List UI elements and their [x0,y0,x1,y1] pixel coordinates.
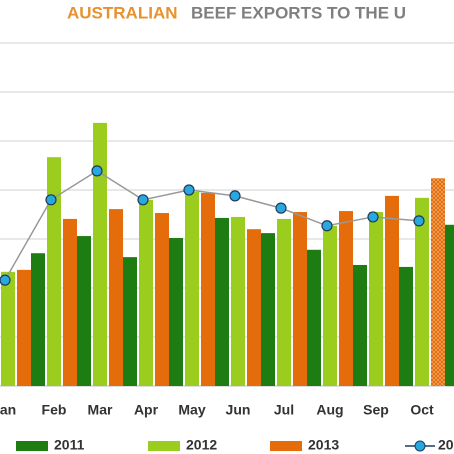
bar [215,217,229,386]
line [4,170,420,281]
bar [353,264,367,386]
marker [367,211,379,223]
bar [77,236,91,386]
marker [275,202,287,214]
bar [277,218,291,386]
x-tick-label: May [178,402,205,418]
x-tick-label: Aug [316,402,343,418]
legend-label: 2012 [186,437,217,453]
marker [229,190,241,202]
x-tick-label: Jun [226,402,251,418]
chart-title: AUSTRALIAN [67,3,178,22]
bar [323,225,337,386]
bar [1,271,15,386]
bar [47,157,61,386]
bar [155,213,169,386]
bar [293,212,307,386]
bar [415,197,429,386]
x-tick-label: Jul [274,402,294,418]
bar [109,209,123,386]
legend-label: 2013 [308,437,339,453]
bar [399,266,413,386]
bar [123,257,137,386]
bar [231,216,245,386]
x-tick-label: an [0,402,16,418]
bar [139,199,153,386]
legend-swatch [148,441,180,451]
marker [45,194,57,206]
bar [307,249,321,386]
x-tick-label: Sep [363,402,389,418]
bar [17,269,31,386]
legend-marker [414,440,426,452]
bar [169,238,183,386]
marker [91,165,103,177]
legend-swatch [16,441,48,451]
marker [413,215,425,227]
bar [201,192,215,386]
legend-label: 2011 [54,437,85,453]
x-tick-label: Feb [42,402,67,418]
marker [183,184,195,196]
marker [137,194,149,206]
marker [0,274,11,286]
marker [321,220,333,232]
bar [431,178,445,386]
bar [93,122,107,387]
bar [369,212,383,386]
x-tick-label: Oct [410,402,434,418]
bar [31,253,45,386]
bar [63,218,77,386]
legend-label: 20 [438,437,454,453]
chart-title: BEEF EXPORTS TO THE U [191,3,406,22]
bar [261,233,275,386]
bar [185,191,199,386]
bar [339,211,353,386]
x-tick-label: Apr [134,402,159,418]
legend-swatch [270,441,302,451]
bar [247,229,261,386]
bar [445,224,454,386]
x-tick-label: Mar [88,402,113,418]
bar [385,195,399,386]
